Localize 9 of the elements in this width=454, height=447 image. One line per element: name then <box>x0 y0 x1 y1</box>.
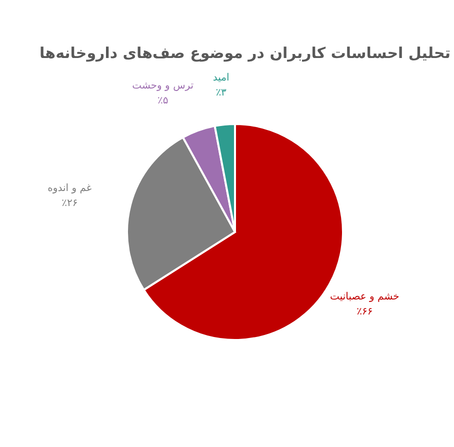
slice-label: غم و اندوه <box>48 183 92 194</box>
data-label: ٪۵ <box>157 96 168 107</box>
data-label: ٪۲۶ <box>62 198 78 210</box>
slice-label: خشم و عصبانیت <box>330 291 400 302</box>
slice-label: امید <box>212 72 230 84</box>
chart-title: تحلیل احساسات کاربران در موضوع صف‌های داروخانه‌ها <box>40 44 450 62</box>
data-label: ٪۳ <box>216 88 228 99</box>
data-label: ٪۶۶ <box>356 306 373 318</box>
slice-label: ترس و وحشت <box>132 80 194 92</box>
